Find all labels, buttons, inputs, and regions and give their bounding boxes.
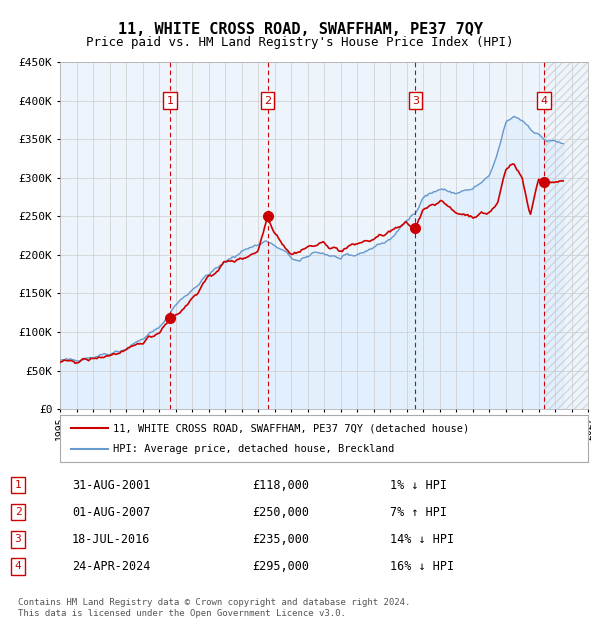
Text: 16% ↓ HPI: 16% ↓ HPI (390, 560, 454, 573)
Text: 18-JUL-2016: 18-JUL-2016 (72, 533, 151, 546)
Text: 7% ↑ HPI: 7% ↑ HPI (390, 506, 447, 518)
Text: £235,000: £235,000 (252, 533, 309, 546)
Text: 14% ↓ HPI: 14% ↓ HPI (390, 533, 454, 546)
Text: Contains HM Land Registry data © Crown copyright and database right 2024.: Contains HM Land Registry data © Crown c… (18, 598, 410, 608)
Text: 31-AUG-2001: 31-AUG-2001 (72, 479, 151, 492)
Text: 01-AUG-2007: 01-AUG-2007 (72, 506, 151, 518)
Text: 4: 4 (540, 95, 547, 105)
Text: 24-APR-2024: 24-APR-2024 (72, 560, 151, 573)
Text: 2: 2 (14, 507, 22, 517)
Text: £295,000: £295,000 (252, 560, 309, 573)
Text: 3: 3 (412, 95, 419, 105)
Text: 11, WHITE CROSS ROAD, SWAFFHAM, PE37 7QY (detached house): 11, WHITE CROSS ROAD, SWAFFHAM, PE37 7QY… (113, 423, 469, 433)
Text: £118,000: £118,000 (252, 479, 309, 492)
Text: 2: 2 (264, 95, 271, 105)
Text: 3: 3 (14, 534, 22, 544)
Text: 4: 4 (14, 561, 22, 571)
Text: 11, WHITE CROSS ROAD, SWAFFHAM, PE37 7QY: 11, WHITE CROSS ROAD, SWAFFHAM, PE37 7QY (118, 22, 482, 37)
Text: Price paid vs. HM Land Registry's House Price Index (HPI): Price paid vs. HM Land Registry's House … (86, 36, 514, 49)
Text: 1: 1 (14, 480, 22, 490)
Text: 1: 1 (167, 95, 173, 105)
Text: HPI: Average price, detached house, Breckland: HPI: Average price, detached house, Brec… (113, 444, 394, 454)
Text: This data is licensed under the Open Government Licence v3.0.: This data is licensed under the Open Gov… (18, 609, 346, 618)
Text: 1% ↓ HPI: 1% ↓ HPI (390, 479, 447, 492)
Text: £250,000: £250,000 (252, 506, 309, 518)
